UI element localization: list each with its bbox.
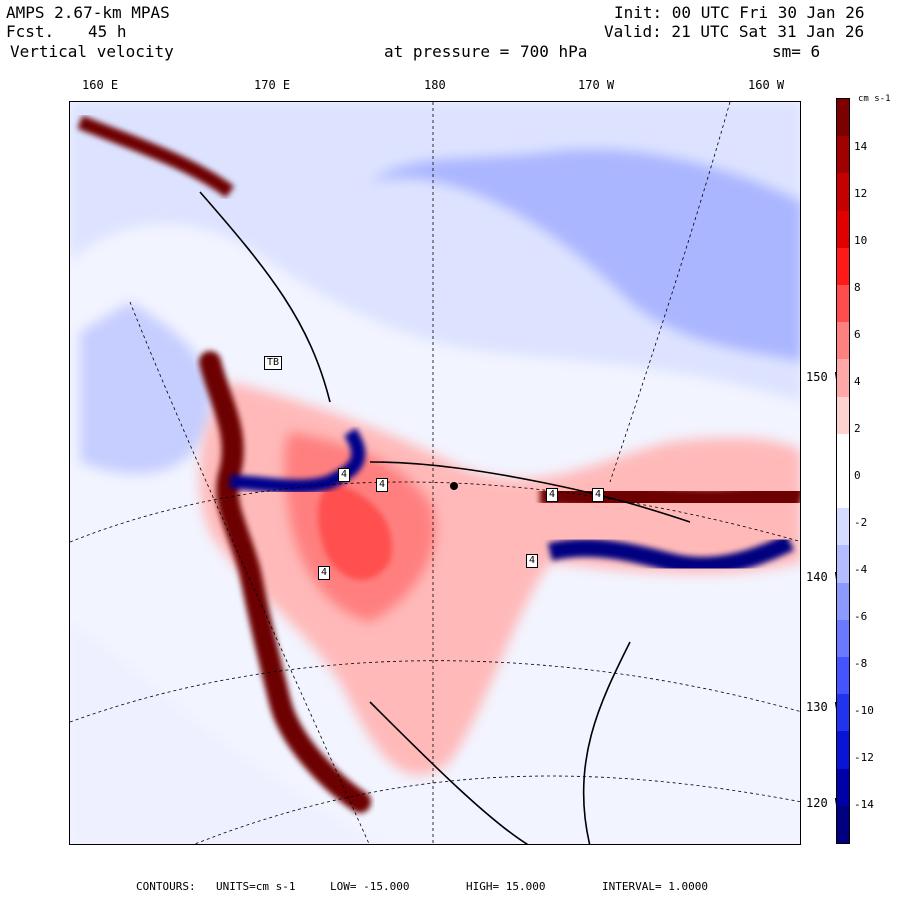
level-value: 700 hPa: [520, 42, 588, 61]
colorbar-tick-label: 4: [854, 375, 861, 388]
lon-label-160e: 160 E: [82, 78, 119, 92]
colorbar-tick-label: -6: [854, 610, 868, 623]
footer-low: LOW= -15.000: [330, 880, 410, 893]
continent-area: [70, 622, 385, 844]
lat-label-150w: 150 W: [806, 370, 843, 384]
colorbar-tick-label: -2: [854, 516, 868, 529]
colorbar-tick-label: 14: [854, 140, 868, 153]
coastline: [199, 191, 691, 844]
vertical-velocity-map: [69, 101, 801, 845]
station-label-4: 4: [592, 488, 605, 502]
site-marker: [450, 482, 458, 490]
station-label-4: 4: [338, 468, 351, 482]
descent-area-west: [80, 302, 212, 474]
colorbar-segment: [837, 433, 849, 472]
colorbar-segment: [837, 694, 849, 732]
smoothing-value: sm= 6: [772, 42, 821, 61]
lon-label-180: 180: [424, 78, 446, 92]
colorbar-tick-label: 10: [854, 234, 868, 247]
ascent-maximum: [318, 482, 392, 581]
forecast-label: Fcst.: [6, 22, 55, 41]
lon-label-170e: 170 E: [254, 78, 291, 92]
colorbar-tick-label: -12: [854, 751, 874, 764]
colorbar-tick-label: -8: [854, 657, 868, 670]
lon-label-160w: 160 W: [748, 78, 785, 92]
footer-contours-label: CONTOURS:: [136, 880, 196, 893]
colorbar-segment: [837, 731, 849, 770]
colorbar-segment: [837, 322, 849, 360]
descent-area-northeast: [370, 149, 800, 362]
colorbar-segment: [837, 657, 849, 695]
colorbar-segment: [837, 210, 849, 249]
colorbar-segment: [837, 285, 849, 323]
station-label-4: 4: [376, 478, 389, 492]
colorbar-segment: [837, 582, 849, 621]
colorbar-tick-label: 0: [854, 469, 861, 482]
station-label-tb: TB: [264, 356, 283, 370]
colorbar-segment: [837, 619, 849, 658]
colorbar-tick-label: 12: [854, 187, 868, 200]
lat-label-120w: 120 W: [806, 796, 843, 810]
station-label-4: 4: [546, 488, 559, 502]
colorbar-segment: [837, 768, 849, 807]
valid-time: Valid: 21 UTC Sat 31 Jan 26: [604, 22, 865, 41]
lat-label-140w: 140 W: [806, 570, 843, 584]
colorbar-segment: [837, 173, 849, 212]
level-label: at pressure =: [384, 42, 510, 61]
mountain-convection-cells: [77, 115, 800, 813]
footer-high: HIGH= 15.000: [466, 880, 546, 893]
colorbar-segment: [837, 359, 849, 398]
colorbar-segment: [837, 805, 849, 844]
colorbar-tick-label: 8: [854, 281, 861, 294]
colorbar-unit: cm s-1: [858, 94, 891, 104]
colorbar-segment: [837, 396, 849, 435]
colorbar-segment: [837, 508, 849, 546]
colorbar-tick-label: -10: [854, 704, 874, 717]
colorbar-segment: [837, 545, 849, 584]
station-label-4: 4: [318, 566, 331, 580]
map-svg: [70, 102, 800, 844]
footer-units: UNITS=cm s-1: [216, 880, 296, 893]
colorbar-tick-label: 6: [854, 328, 861, 341]
colorbar-tick-label: -14: [854, 798, 874, 811]
forecast-hours: 45 h: [88, 22, 127, 41]
station-label-4: 4: [526, 554, 539, 568]
colorbar-tick-label: -4: [854, 563, 868, 576]
colorbar-segment: [837, 247, 849, 286]
colorbar-tick-label: 2: [854, 422, 861, 435]
colorbar-segment: [837, 136, 849, 174]
model-title: AMPS 2.67-km MPAS: [6, 3, 170, 22]
init-time: Init: 00 UTC Fri 30 Jan 26: [614, 3, 865, 22]
footer-interval: INTERVAL= 1.0000: [602, 880, 708, 893]
lat-label-130w: 130 W: [806, 700, 843, 714]
lon-label-170w: 170 W: [578, 78, 615, 92]
colorbar-segment: [837, 471, 849, 509]
field-name: Vertical velocity: [10, 42, 174, 61]
colorbar: [836, 98, 850, 844]
colorbar-segment: [837, 99, 849, 137]
graticule: [70, 102, 800, 844]
